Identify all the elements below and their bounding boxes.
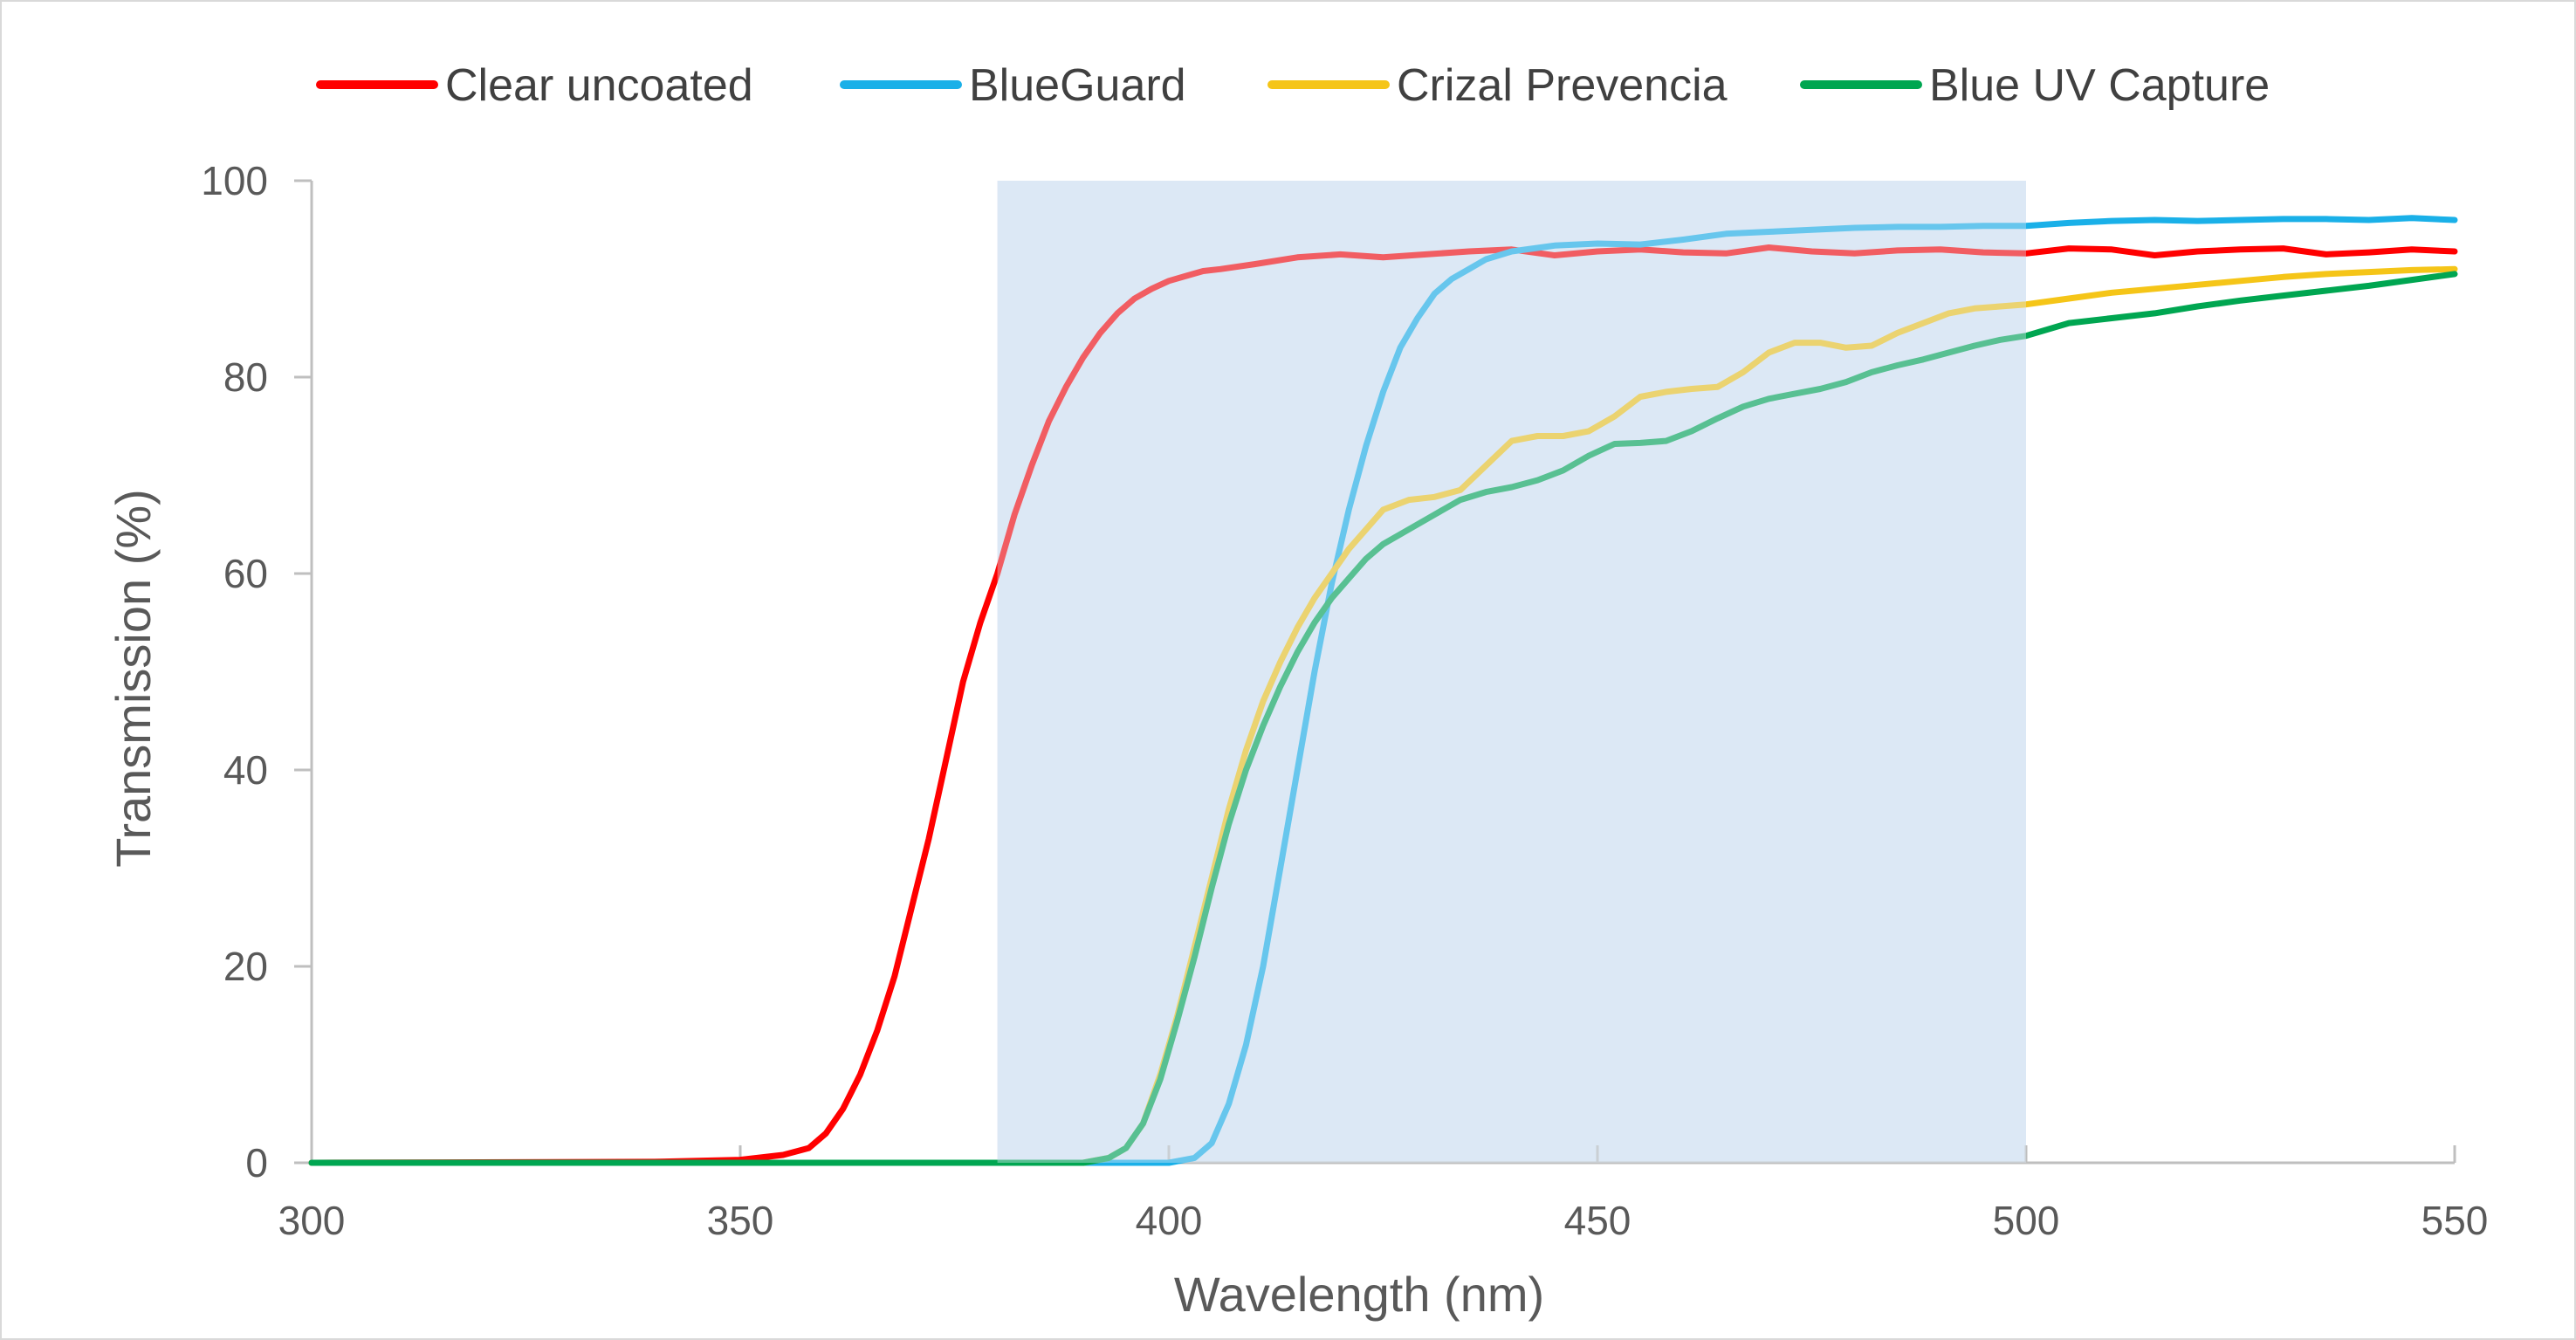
x-tick-label: 500 <box>1993 1198 2060 1243</box>
x-tick-label: 300 <box>278 1198 346 1243</box>
x-axis-title: Wavelength (nm) <box>1174 1267 1544 1322</box>
x-tick-label: 450 <box>1564 1198 1631 1243</box>
series-line-blue-uv-capture <box>308 271 2458 1166</box>
x-tick-label: 400 <box>1136 1198 1203 1243</box>
x-tick-label: 350 <box>707 1198 774 1243</box>
legend-label-crizal-prevencia: Crizal Prevencia <box>1397 60 1728 111</box>
x-tick-label: 550 <box>2421 1198 2489 1243</box>
series-line-clear-uncoated <box>308 244 2458 1166</box>
highlight-band-overlay <box>997 181 2026 1163</box>
y-tick-label: 80 <box>223 354 268 400</box>
y-tick-label: 20 <box>223 944 268 989</box>
legend-label-blueguard: BlueGuard <box>969 60 1186 111</box>
legend: Clear uncoated BlueGuard Crizal Prevencia B… <box>316 60 2270 111</box>
y-axis-title: Transmission (%) <box>106 489 161 868</box>
band-overlay-layer <box>997 181 2026 1163</box>
y-tick-label: 60 <box>223 551 268 596</box>
axis-layer: 0 20 40 60 80 100 300 350 400 450 500 550 <box>201 158 2488 1243</box>
y-tick-label: 100 <box>201 158 268 203</box>
series-line-crizal-prevencia <box>308 265 2458 1166</box>
series-layer <box>308 215 2458 1166</box>
y-tick-label: 40 <box>223 747 268 793</box>
y-tick-label: 0 <box>245 1140 268 1185</box>
legend-label-clear-uncoated: Clear uncoated <box>445 60 753 111</box>
legend-label-blue-uv-capture: Blue UV Capture <box>1929 60 2270 111</box>
series-line-blueguard <box>308 215 2458 1166</box>
